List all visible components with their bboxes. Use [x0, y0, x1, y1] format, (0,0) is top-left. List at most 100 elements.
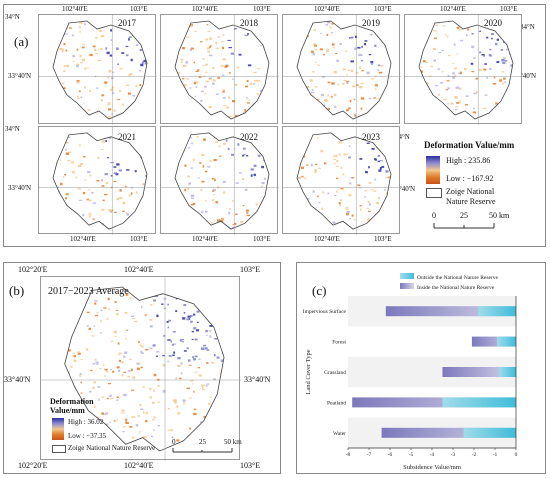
lat-label: 34°N [5, 13, 20, 21]
map-2020 [404, 14, 523, 125]
lon-label: 103°E [240, 461, 261, 470]
category-label: Water [333, 431, 346, 437]
panel-a-label: (a) [14, 34, 29, 49]
lon-label: 102°40'E [62, 5, 88, 13]
legend-reserve: Zoige National Nature Reserve [68, 444, 156, 452]
bar-inside [442, 367, 516, 377]
year-label: 2021 [118, 132, 136, 142]
bar-chart: Outside the National Nature Reserve Insid… [303, 273, 518, 471]
year-label: 2022 [240, 132, 258, 142]
lat-label: 33°40'N [392, 185, 416, 193]
lon-label: 102°40'E [440, 5, 466, 13]
lon-label: 102°20'E [18, 265, 48, 274]
x-tick-label: -6 [388, 452, 393, 458]
x-tick-label: -7 [367, 452, 372, 458]
lon-label: 103°E [240, 265, 261, 274]
lon-label: 103°E [130, 5, 148, 13]
legend-low: Low : −37.35 [68, 432, 106, 440]
year-label: 2018 [240, 18, 258, 28]
bar-inside [352, 397, 516, 408]
scale-label: 50 km [224, 438, 242, 446]
panel-c-frame [296, 262, 546, 474]
map-2018 [160, 14, 279, 125]
deformation-texture [53, 21, 147, 119]
reserve-swatch [426, 188, 442, 198]
deformation-texture [53, 132, 147, 230]
bar-inside [381, 427, 516, 438]
lat-label: 33°40'N [513, 72, 537, 80]
lat-label: 33°40'N [8, 184, 32, 192]
lat-label: 34°N [520, 23, 535, 31]
lat-label: 33°40'N [4, 375, 31, 384]
legend-entry-inside: Inside the National Nature Reserve [417, 285, 495, 291]
lon-label: 102°40'E [314, 5, 340, 13]
panel-b-label: (b) [9, 283, 25, 298]
lon-label: 103°E [253, 235, 271, 243]
map-average [40, 276, 241, 461]
category-label: Impervious Surface [303, 308, 347, 315]
lon-label: 103°E [130, 235, 148, 243]
lat-label: 34°N [5, 125, 20, 133]
bar-outside [497, 336, 516, 347]
year-label: 2019 [362, 18, 380, 28]
x-tick-label: -5 [409, 452, 414, 458]
lon-label: 102°40'E [70, 235, 96, 243]
lon-label: 103°E [253, 5, 271, 13]
y-axis-label: Land Cover Type [305, 349, 312, 394]
scale-label: 25 [199, 438, 206, 446]
panel-c-label: (c) [312, 283, 327, 298]
lon-label: 102°40'E [314, 235, 340, 243]
lat-label: 34°N [395, 133, 410, 141]
lon-label: 102°40'E [192, 5, 218, 13]
deformation-texture [419, 21, 513, 119]
reserve-outline [296, 132, 392, 230]
map-2022 [160, 126, 279, 235]
reserve-outline [296, 20, 392, 120]
map-2023 [282, 126, 401, 235]
x-tick-label: -4 [430, 452, 435, 458]
legend-reserve: Zoige National [446, 187, 495, 196]
deformation-texture [175, 21, 269, 119]
category-label: Forest [332, 340, 346, 346]
legend-title: Deformation Value/mm [424, 140, 515, 150]
legend-title: Value/mm [50, 406, 85, 415]
deformation-texture [175, 132, 269, 230]
panel-b-frame [3, 262, 281, 474]
legend-high: High : 36.02 [68, 418, 104, 426]
x-tick-label: -2 [472, 452, 477, 458]
lat-label: 33°40'N [8, 72, 32, 80]
lon-label: 102°20'E [18, 461, 48, 470]
legend-swatch-inside [400, 283, 414, 289]
average-title: 2017−2023 Average [48, 286, 129, 297]
map-2019 [282, 14, 401, 125]
bar-inside [471, 336, 516, 347]
legend-title: Deformation [50, 397, 94, 406]
deformation-texture [297, 132, 391, 230]
x-tick-label: -3 [451, 452, 456, 458]
x-tick-label: -1 [493, 452, 498, 458]
legend-reserve: Nature Reserve [446, 197, 496, 206]
legend-swatch-outside [400, 273, 414, 279]
year-label: 2020 [484, 18, 502, 28]
legend-high: High : 235.86 [446, 156, 491, 165]
x-tick-label: 0 [515, 452, 518, 458]
x-axis-label: Subsidence Value/mm [403, 464, 461, 471]
color-ramp [52, 418, 64, 440]
reserve-outline [418, 20, 514, 120]
lon-label: 103°E [374, 235, 392, 243]
reserve-outline [52, 20, 148, 120]
map-2017 [38, 14, 157, 125]
reserve-outline [174, 20, 270, 120]
bar-inside [385, 306, 516, 317]
year-label: 2017 [118, 18, 136, 28]
scale-label: 50 km [489, 211, 510, 220]
bar-outside [478, 306, 516, 317]
legend-low: Low : −167.92 [446, 174, 494, 183]
reserve-outline [52, 132, 148, 230]
panel-a-frame [3, 4, 546, 247]
lon-label: 102°40'E [124, 461, 154, 470]
bar-outside [442, 397, 516, 408]
reserve-outline [174, 132, 270, 230]
map-2021 [38, 126, 157, 235]
lon-label: 103°E [374, 5, 392, 13]
